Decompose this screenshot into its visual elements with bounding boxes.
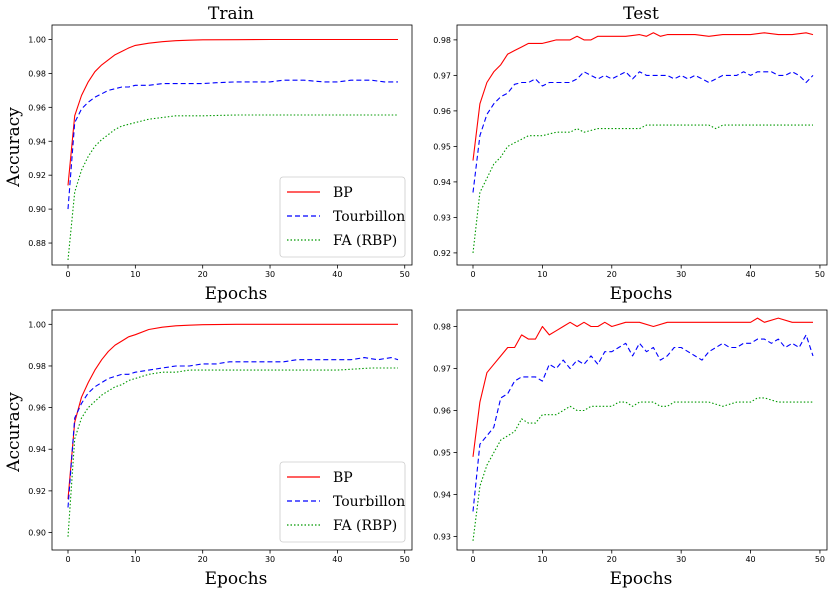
y-tick-label: 0.92 bbox=[28, 487, 46, 496]
x-tick-label: 0 bbox=[65, 555, 70, 564]
y-tick-label: 0.96 bbox=[28, 404, 46, 413]
plot-frame bbox=[51, 309, 413, 551]
series-line-bp bbox=[472, 317, 813, 457]
y-tick-label: 0.97 bbox=[433, 71, 451, 80]
x-tick-label: 0 bbox=[470, 555, 475, 564]
y-tick-label: 0.98 bbox=[433, 323, 451, 332]
series-line-bp bbox=[472, 32, 814, 161]
y-tick-label: 0.88 bbox=[28, 239, 46, 248]
series-line-fa-rbp bbox=[67, 367, 398, 537]
chart-panel-1: 0 10 20 30 40 50 0.88 0.90 0.92 0.94 0.96 0.98 1.00 E… bbox=[4, 24, 413, 304]
x-axis-label: Epochs bbox=[610, 569, 673, 589]
legend-label: FA (RBP) bbox=[333, 518, 397, 534]
y-tick-label: 0.95 bbox=[433, 142, 451, 151]
x-tick-label: 50 bbox=[815, 270, 825, 279]
y-tick-label: 0.90 bbox=[28, 529, 46, 538]
x-tick-label: 20 bbox=[607, 555, 617, 564]
x-tick-label: 50 bbox=[400, 555, 410, 564]
y-tick-label: 0.94 bbox=[28, 137, 46, 146]
x-tick-label: 30 bbox=[676, 555, 686, 564]
y-tick-label: 0.95 bbox=[433, 449, 451, 458]
x-tick-label: 30 bbox=[265, 270, 275, 279]
legend-label: Tourbillon bbox=[333, 209, 405, 225]
x-tick-label: 10 bbox=[537, 270, 547, 279]
x-tick-label: 20 bbox=[607, 270, 617, 279]
legend-label: BP bbox=[333, 470, 353, 486]
legend: BP Tourbillon FA (RBP) bbox=[279, 176, 406, 258]
y-tick-label: 0.94 bbox=[28, 445, 46, 454]
legend-label: FA (RBP) bbox=[333, 233, 397, 249]
column-title-train: Train bbox=[208, 4, 254, 24]
y-tick-label: 0.92 bbox=[28, 171, 46, 180]
x-axis-label: Epochs bbox=[205, 569, 268, 589]
series-line-fa-rbp bbox=[67, 114, 398, 261]
x-tick-label: 0 bbox=[470, 270, 475, 279]
y-axis-label: Accuracy bbox=[4, 107, 24, 188]
legend-box bbox=[279, 176, 406, 258]
x-tick-label: 50 bbox=[815, 555, 825, 564]
series-line-bp bbox=[67, 323, 398, 500]
legend-label: BP bbox=[333, 185, 353, 201]
series-line-tourbillon bbox=[472, 334, 814, 512]
y-tick-label: 0.96 bbox=[28, 103, 46, 112]
y-tick-label: 0.93 bbox=[433, 533, 451, 542]
legend-label: Tourbillon bbox=[333, 494, 405, 510]
y-axis-label: Accuracy bbox=[4, 392, 24, 473]
y-tick-label: 0.96 bbox=[433, 107, 451, 116]
x-tick-label: 30 bbox=[265, 555, 275, 564]
y-tick-label: 0.98 bbox=[28, 69, 46, 78]
y-tick-label: 0.93 bbox=[433, 213, 451, 222]
x-tick-label: 20 bbox=[198, 270, 208, 279]
x-tick-label: 40 bbox=[332, 555, 342, 564]
plot-frame bbox=[456, 24, 828, 266]
series-line-fa-rbp bbox=[472, 397, 813, 541]
y-tick-label: 0.92 bbox=[433, 249, 451, 258]
x-tick-label: 40 bbox=[332, 270, 342, 279]
series-line-tourbillon bbox=[67, 79, 398, 210]
y-tick-label: 0.98 bbox=[433, 36, 451, 45]
x-tick-label: 30 bbox=[676, 270, 686, 279]
x-tick-label: 10 bbox=[130, 270, 140, 279]
y-tick-label: 1.00 bbox=[28, 320, 46, 329]
y-tick-label: 0.90 bbox=[28, 205, 46, 214]
chart-panel-4: 0 10 20 30 40 50 0.93 0.94 0.95 0.96 0.97 0.98 Epoch… bbox=[433, 309, 828, 589]
x-axis-label: Epochs bbox=[610, 284, 673, 304]
y-tick-label: 1.00 bbox=[28, 35, 46, 44]
y-tick-label: 0.94 bbox=[433, 491, 451, 500]
plot-frame bbox=[456, 309, 828, 551]
y-tick-label: 0.98 bbox=[28, 362, 46, 371]
legend: BP Tourbillon FA (RBP) bbox=[279, 461, 406, 543]
y-tick-label: 0.94 bbox=[433, 178, 451, 187]
x-axis-label: Epochs bbox=[205, 284, 268, 304]
x-tick-label: 10 bbox=[537, 555, 547, 564]
y-tick-label: 0.97 bbox=[433, 365, 451, 374]
x-tick-label: 10 bbox=[130, 555, 140, 564]
x-tick-label: 40 bbox=[745, 555, 755, 564]
x-tick-label: 50 bbox=[400, 270, 410, 279]
series-line-fa-rbp bbox=[472, 124, 813, 253]
chart-panel-3: 0 10 20 30 40 50 0.90 0.92 0.94 0.96 0.98 1.00 Epoch… bbox=[4, 309, 413, 589]
series-line-bp bbox=[67, 38, 398, 186]
chart-panel-2: 0 10 20 30 40 50 0.92 0.93 0.94 0.95 0.96 0.97 0.98 E… bbox=[433, 24, 828, 304]
column-title-test: Test bbox=[623, 4, 659, 24]
plot-frame bbox=[51, 24, 413, 266]
x-tick-label: 20 bbox=[198, 555, 208, 564]
legend-box bbox=[279, 461, 406, 543]
y-tick-label: 0.96 bbox=[433, 407, 451, 416]
x-tick-label: 40 bbox=[745, 270, 755, 279]
series-line-tourbillon bbox=[472, 71, 814, 193]
x-tick-label: 0 bbox=[65, 270, 70, 279]
